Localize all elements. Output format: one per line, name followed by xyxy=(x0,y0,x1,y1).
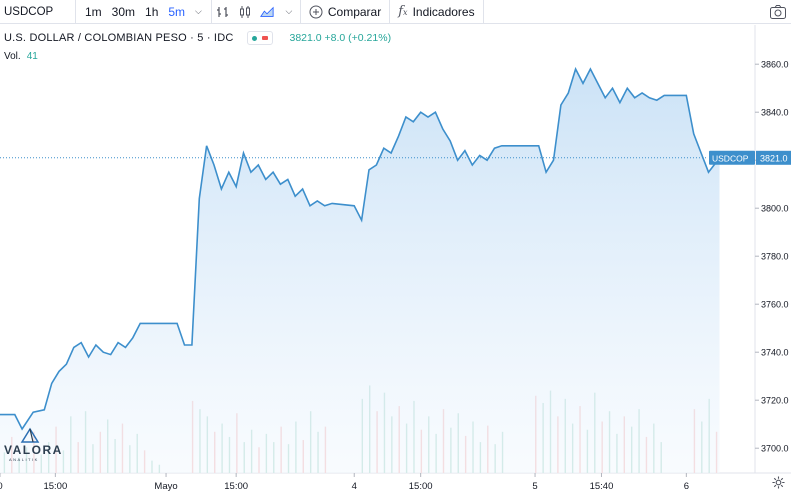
y-tick-label: 3720.0 xyxy=(761,396,789,406)
indicators-button[interactable]: fx Indicadores xyxy=(390,0,484,24)
price-area xyxy=(0,69,720,473)
last-price-tag xyxy=(756,150,791,165)
last-price-tag-label: 3821.0 xyxy=(760,153,788,163)
indicators-label: Indicadores xyxy=(412,4,475,19)
x-tick-label: 15:00 xyxy=(43,481,67,492)
price-chart[interactable]: 3700.03720.03740.03760.03780.03800.03820… xyxy=(0,25,791,493)
camera-icon[interactable] xyxy=(769,3,787,21)
series-title: U.S. DOLLAR / COLOMBIAN PESO · 5 · IDC xyxy=(4,32,234,44)
timeframe-group: 1m 30m 1h 5m ⌵ xyxy=(76,0,212,24)
area-chart-icon[interactable] xyxy=(259,5,274,19)
price-line xyxy=(0,66,721,431)
x-tick-label: Mayo xyxy=(154,481,177,492)
x-tick-label: 15:40 xyxy=(590,481,614,492)
y-tick-label: 3780.0 xyxy=(761,252,789,262)
y-tick-label: 3800.0 xyxy=(761,204,789,214)
timeframe-30m[interactable]: 30m xyxy=(111,4,136,19)
logo-word: VALORA xyxy=(4,443,63,457)
x-tick-label: 4 xyxy=(352,481,357,492)
status-dot-green xyxy=(252,35,258,41)
y-tick-label: 3840.0 xyxy=(761,108,789,118)
settings-gear-icon[interactable] xyxy=(772,476,785,489)
legend-value: 3821.0 +8.0 (+0.21%) xyxy=(289,32,392,44)
symbol-price-tag-label: USDCOP xyxy=(712,153,749,163)
x-tick-label: 0 xyxy=(0,481,3,492)
chevron-down-icon[interactable]: ⌵ xyxy=(195,6,202,16)
chart-legend: U.S. DOLLAR / COLOMBIAN PESO · 5 · IDC 3… xyxy=(4,31,391,45)
logo-subword: ANALITIK xyxy=(9,457,39,462)
candlestick-icon[interactable] xyxy=(238,5,252,19)
y-tick-label: 3700.0 xyxy=(761,444,789,454)
status-indicator[interactable] xyxy=(247,31,274,45)
volume-label: Vol. xyxy=(4,51,21,62)
volume-legend: Vol. 41 xyxy=(4,51,38,62)
x-tick-label: 15:00 xyxy=(224,481,248,492)
logo-mark-icon xyxy=(20,427,40,443)
timeframe-1m[interactable]: 1m xyxy=(85,4,102,19)
top-toolbar: USDCOP 1m 30m 1h 5m ⌵ ⌵ Comparar fx Indi… xyxy=(0,0,791,24)
symbol-label: USDCOP xyxy=(4,5,54,18)
status-dot-red xyxy=(262,36,269,40)
chart-style-group: ⌵ xyxy=(212,0,301,24)
compare-label: Comparar xyxy=(327,4,382,19)
symbol-search[interactable]: USDCOP xyxy=(0,0,76,24)
timeframe-5m[interactable]: 5m xyxy=(168,4,186,19)
symbol-price-tag xyxy=(709,150,755,165)
function-icon: fx xyxy=(398,4,408,19)
y-tick-label: 3740.0 xyxy=(761,348,789,358)
timeframe-1h[interactable]: 1h xyxy=(145,4,159,19)
x-tick-label: 5 xyxy=(532,481,537,492)
y-tick-label: 3760.0 xyxy=(761,300,789,310)
compare-button[interactable]: Comparar xyxy=(301,0,391,24)
bar-chart-icon[interactable] xyxy=(216,5,230,19)
y-tick-label: 3860.0 xyxy=(761,60,789,70)
x-tick-label: 6 xyxy=(684,481,689,492)
valora-logo: VALORA ANALITIK xyxy=(4,427,64,463)
plus-circle-icon xyxy=(309,5,323,18)
x-tick-label: 15:00 xyxy=(409,481,433,492)
chevron-down-icon[interactable]: ⌵ xyxy=(285,6,293,16)
volume-value: 41 xyxy=(26,51,38,62)
